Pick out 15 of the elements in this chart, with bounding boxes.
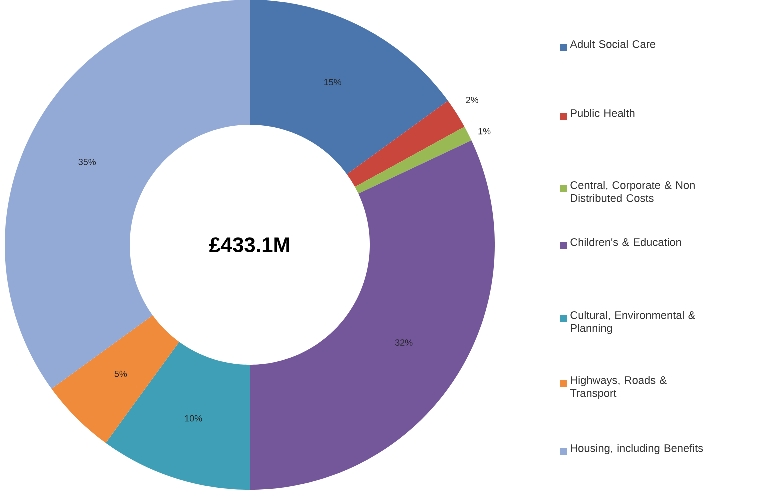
data-label: 15% — [324, 79, 342, 86]
text: £433.1M — [210, 238, 290, 252]
legend-label: Children's & Education — [570, 238, 682, 246]
legend-label: Central, Corporate & Non Distributed Costs — [570, 181, 695, 202]
data-label: 5% — [114, 370, 128, 378]
data-label: 35% — [78, 158, 96, 166]
legend-label: Highways, Roads & Transport — [570, 376, 667, 400]
legend-label: Cultural, Environmental & Planning — [570, 311, 696, 334]
data-label: 32% — [395, 340, 413, 346]
legend-label: Public Health — [571, 109, 635, 118]
legend-label: Adult Social Care — [570, 40, 656, 48]
data-label: 1% — [478, 128, 491, 135]
data-label: 10% — [185, 415, 202, 422]
legend-label: Housing, including Benefits — [571, 444, 704, 454]
data-label: 2% — [466, 96, 479, 104]
